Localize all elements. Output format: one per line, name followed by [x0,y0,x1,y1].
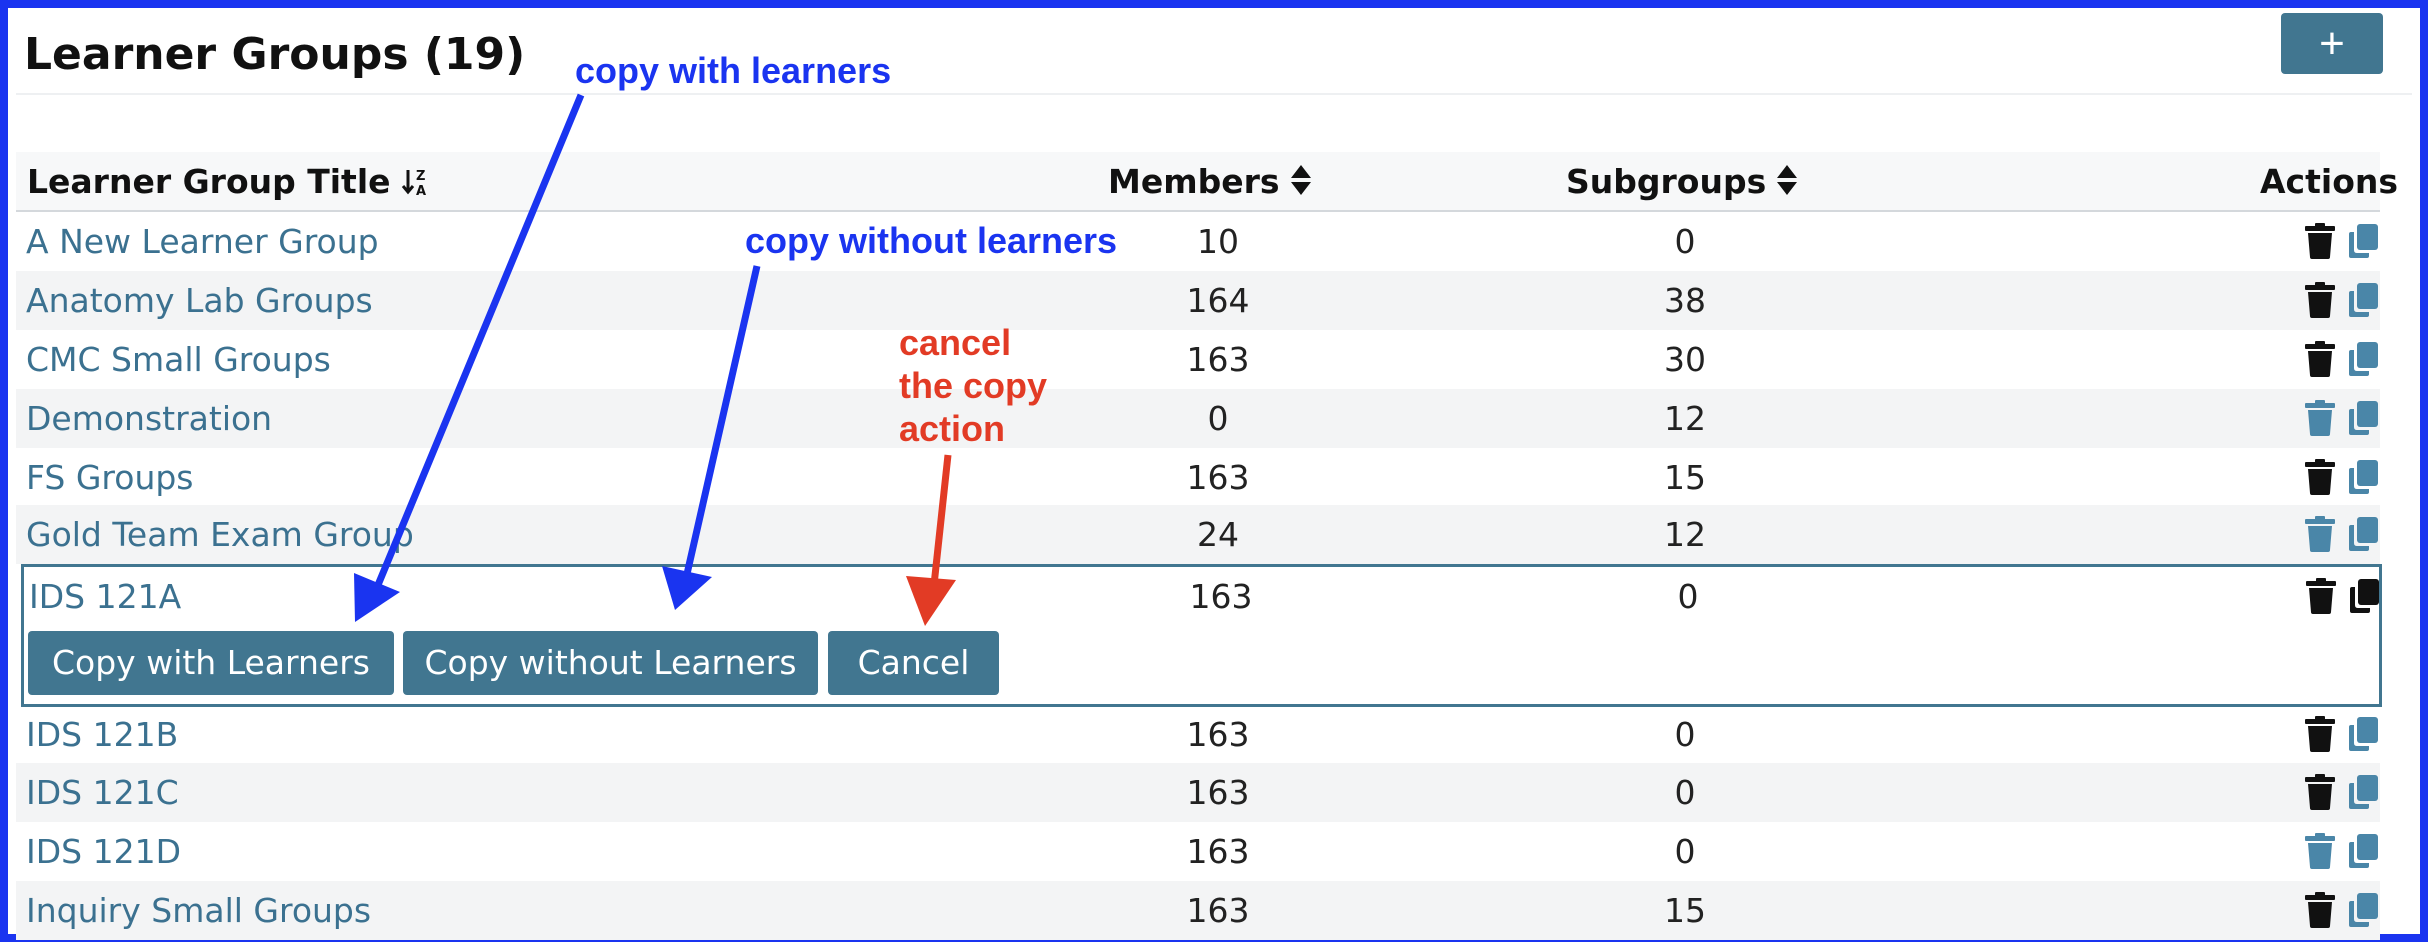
trash-icon[interactable] [2305,833,2335,869]
column-header-members[interactable]: Members [1108,160,1312,204]
learner-group-link[interactable]: IDS 121C [26,773,179,812]
column-header-subgroups[interactable]: Subgroups [1566,160,1798,204]
subgroups-count: 15 [1664,458,1706,497]
annotation-cancel-line-3: action [899,408,1006,449]
copy-with-learners-button[interactable]: Copy with Learners [28,631,394,695]
copy-icon[interactable] [2347,774,2380,811]
learner-group-link[interactable]: IDS 121A [29,577,182,616]
column-header-title[interactable]: Learner Group Title Z A [27,160,431,204]
arrow-cancel [906,454,956,626]
subgroups-count: 12 [1664,515,1706,554]
table-row: IDS 121C 163 0 [16,763,2380,822]
subgroups-count: 15 [1664,891,1706,930]
title-divider [16,93,2412,95]
table-header [16,152,2380,210]
members-count: 163 [1186,773,1250,812]
trash-icon[interactable] [2306,578,2336,614]
header-divider [16,210,2380,212]
arrow-copy-without [662,265,761,610]
members-count: 163 [1186,832,1250,871]
add-learner-group-button[interactable]: + [2281,13,2383,74]
trash-icon[interactable] [2305,516,2335,552]
annotation-cancel-line-1: cancel [899,322,1012,363]
table-row: CMC Small Groups 163 30 [16,330,2380,389]
page-title: Learner Groups (19) [24,29,526,80]
trash-icon[interactable] [2305,341,2335,377]
subgroups-count: 0 [1677,577,1699,616]
annotation-cancel-line-2: the copy [899,365,1048,406]
table-row: FS Groups 163 15 [16,448,2380,507]
members-count: 164 [1186,281,1250,320]
cancel-button[interactable]: Cancel [828,631,999,695]
copy-icon[interactable] [2347,716,2380,753]
copy-icon[interactable] [2347,223,2380,260]
learner-group-link[interactable]: Demonstration [26,399,273,438]
column-header-actions: Actions [2260,162,2398,201]
trash-icon[interactable] [2305,400,2335,436]
subgroups-count: 0 [1674,832,1696,871]
sort-descending-icon: Z A [401,169,426,199]
learner-group-link[interactable]: A New Learner Group [26,222,379,261]
learner-group-link[interactable]: CMC Small Groups [26,340,331,379]
copy-icon[interactable] [2347,400,2380,437]
annotation-copy-without: copy without learners [745,220,1118,261]
learner-group-link[interactable]: Anatomy Lab Groups [26,281,373,320]
subgroups-count: 38 [1664,281,1706,320]
arrow-copy-with [354,93,585,622]
members-count: 0 [1207,399,1229,438]
copy-icon[interactable] [2347,341,2380,378]
subgroups-count: 30 [1664,340,1706,379]
table-row: IDS 121D 163 0 [16,822,2380,881]
members-count: 24 [1197,515,1239,554]
trash-icon[interactable] [2305,459,2335,495]
copy-icon[interactable] [2348,578,2381,615]
sort-icon [1290,165,1311,195]
annotation-copy-with: copy with learners [575,50,892,91]
table-row: Anatomy Lab Groups 164 38 [16,271,2380,330]
table-row: Gold Team Exam Group 24 12 [16,505,2380,564]
trash-icon[interactable] [2305,774,2335,810]
members-count: 163 [1186,891,1250,930]
sort-icon [1777,165,1798,195]
trash-icon[interactable] [2305,892,2335,928]
table-row: IDS 121B 163 0 [16,705,2380,764]
subgroups-count: 0 [1674,222,1696,261]
learner-group-link[interactable]: Gold Team Exam Group [26,515,414,554]
members-count: 163 [1186,340,1250,379]
copy-icon[interactable] [2347,516,2380,553]
table-row: Demonstration 0 12 [16,389,2380,448]
svg-text:A: A [416,184,426,197]
subgroups-count: 0 [1674,773,1696,812]
members-count: 163 [1186,715,1250,754]
copy-icon[interactable] [2347,282,2380,319]
trash-icon[interactable] [2305,716,2335,752]
learner-group-link[interactable]: FS Groups [26,458,194,497]
svg-text:Z: Z [416,169,425,184]
learner-group-link[interactable]: Inquiry Small Groups [26,891,372,930]
trash-icon[interactable] [2305,282,2335,318]
copy-icon[interactable] [2347,459,2380,496]
copy-icon[interactable] [2347,833,2380,870]
trash-icon[interactable] [2305,223,2335,259]
members-count: 10 [1197,222,1239,261]
members-count: 163 [1189,577,1253,616]
members-count: 163 [1186,458,1250,497]
learner-group-link[interactable]: IDS 121D [26,832,181,871]
table-row: A New Learner Group 10 0 [16,212,2380,271]
subgroups-count: 0 [1674,715,1696,754]
copy-without-learners-button[interactable]: Copy without Learners [403,631,818,695]
learner-group-link[interactable]: IDS 121B [26,715,179,754]
copy-icon[interactable] [2347,892,2380,929]
table-row: Inquiry Small Groups 163 15 [16,881,2380,940]
subgroups-count: 12 [1664,399,1706,438]
